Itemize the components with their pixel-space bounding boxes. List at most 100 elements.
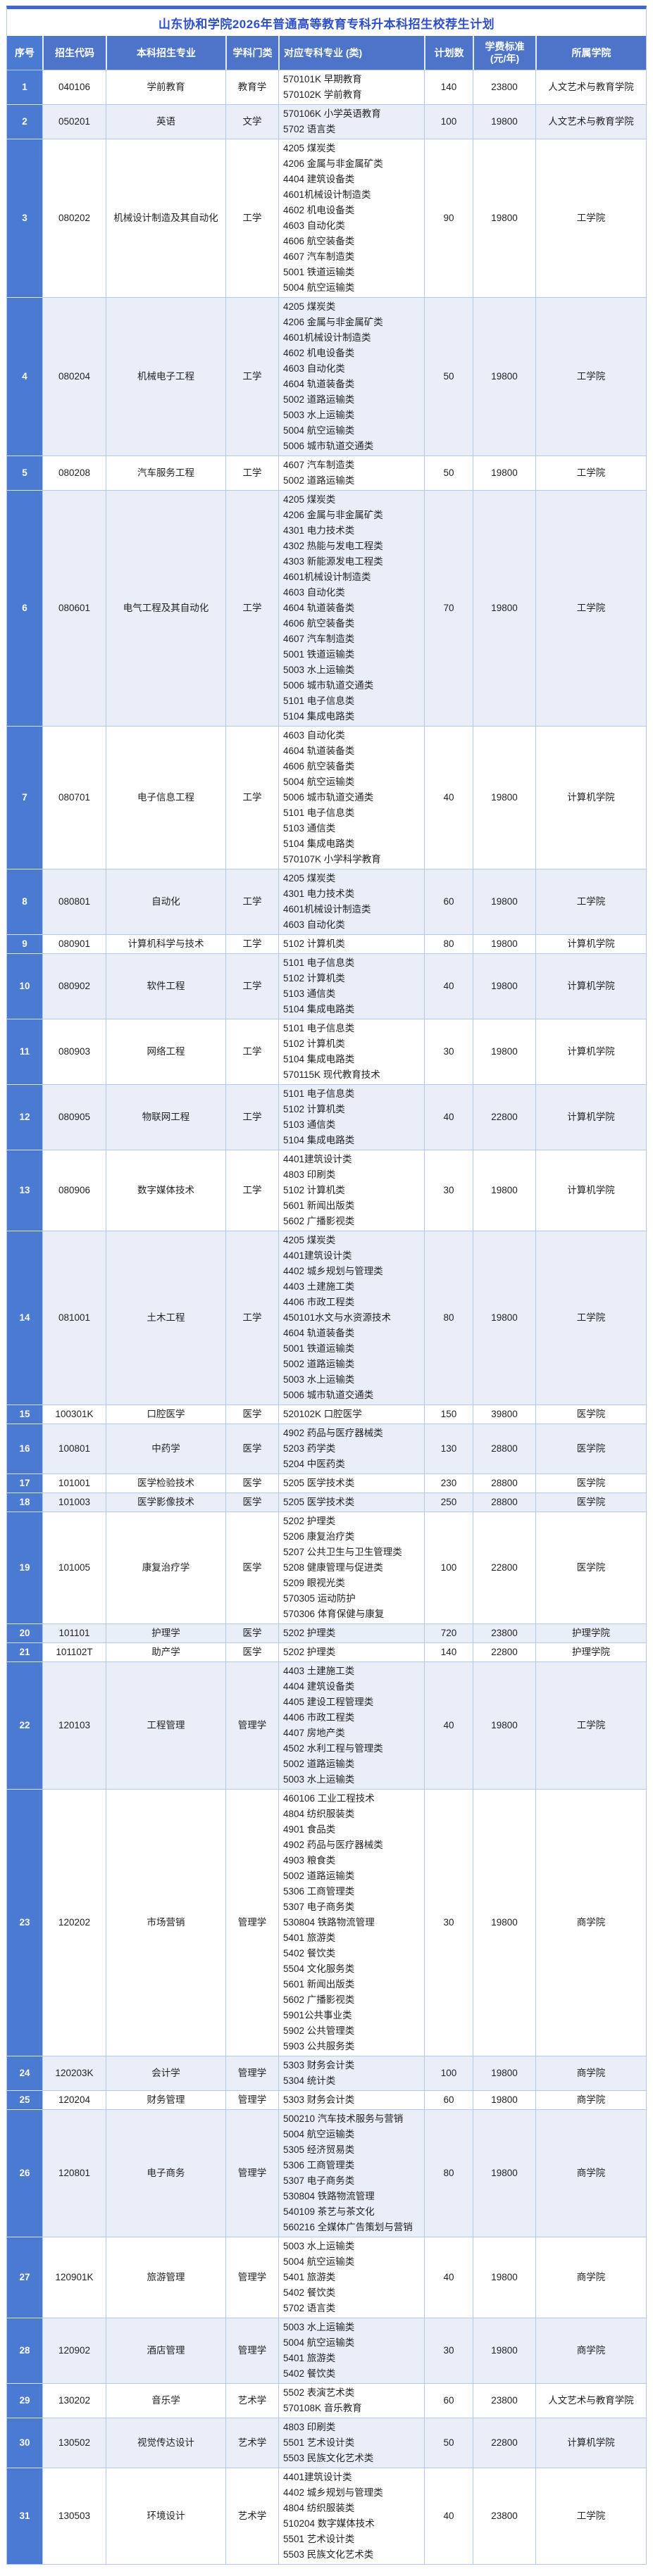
discipline-category-cell: 医学 [225,1512,278,1623]
corresponding-majors-cell: 4401建筑设计类 4803 印刷类 5102 计算机类 5601 新闻出版类 5602… [278,1150,424,1231]
discipline-category-cell: 工学 [225,1085,278,1150]
program-line: 4402 城乡规划与管理类 [283,2487,383,2498]
program-line: 5006 城市轨道交通类 [283,792,374,803]
plan-count-cell: 80 [424,935,473,953]
table-row: 12 080905 物联网工程 工学 5101 电子信息类 5102 计算机类 51… [7,1084,646,1150]
tuition-cell: 19800 [473,935,535,953]
program-line: 5602 广播影视类 [283,1216,355,1226]
program-line: 5101 电子信息类 [283,957,355,968]
undergrad-major-cell: 工程管理 [106,1662,225,1789]
row-number-cell: 28 [7,2318,42,2383]
admission-code-cell: 101102T [42,1643,106,1661]
program-line: 5303 财务会计类 [283,2094,355,2105]
college-cell: 商学院 [535,2091,646,2109]
college-cell: 人文艺术与教育学院 [535,105,646,139]
discipline-category-cell: 艺术学 [225,2384,278,2418]
tuition-cell: 19800 [473,727,535,869]
corresponding-majors-cell: 4403 土建施工类 4404 建筑设备类 4405 建设工程管理类 4406 市政工… [278,1662,424,1789]
program-line: 5205 医学技术类 [283,1497,355,1507]
discipline-category-cell: 文学 [225,105,278,139]
tuition-cell: 23800 [473,2468,535,2564]
plan-count-cell: 30 [424,2318,473,2383]
program-line: 5502 表演艺术类 [283,2387,355,2398]
plan-count-cell: 100 [424,105,473,139]
program-line: 4602 机电设备类 [283,205,355,215]
corresponding-majors-cell: 5303 财务会计类 [278,2091,424,2109]
program-line: 4404 建筑设备类 [283,1681,355,1692]
program-line: 5401 旅游类 [283,2353,336,2363]
tuition-cell: 19800 [473,2318,535,2383]
column-header-label-line2: (元/年) [490,53,520,64]
discipline-category-cell: 工学 [225,935,278,953]
tuition-cell: 28800 [473,1493,535,1512]
program-line: 5102 计算机类 [283,973,345,984]
program-line: 5304 统计类 [283,2075,336,2086]
admission-plan-table: 山东协和学院2026年普通高等教育专科升本科招生校荐生计划 序号 招生代码 本科… [6,6,647,2565]
row-number-cell: 12 [7,1084,42,1150]
program-line: 4206 金属与非金属矿类 [283,510,383,520]
program-line: 520102K 口腔医学 [283,1409,362,1419]
program-line: 4601机械设计制造类 [283,572,371,582]
program-line: 5104 集成电路类 [283,1135,355,1145]
program-line: 4606 航空装备类 [283,618,355,629]
undergrad-major-cell: 电子信息工程 [106,727,225,869]
discipline-category-cell: 工学 [225,491,278,726]
corresponding-majors-cell: 5101 电子信息类 5102 计算机类 5103 通信类 5104 集成电路类 [278,954,424,1019]
discipline-category-cell: 工学 [225,1150,278,1231]
program-line: 5208 健康管理与促进类 [283,1562,383,1573]
table-row: 2 050201 英语 文学 570106K 小学英语教育 5702 语言类 10… [7,104,646,139]
college-cell: 工学院 [535,456,646,490]
tuition-cell: 19800 [473,2237,535,2318]
table-row: 20 101101 护理学 医学 5202 护理类 720 23800 护理学院 [7,1623,646,1642]
program-line: 5001 铁道运输类 [283,1343,355,1354]
admission-code-cell: 080204 [42,298,106,455]
program-line: 4205 煤炭类 [283,143,336,153]
program-line: 4302 热能与发电工程类 [283,541,383,551]
discipline-category-cell: 医学 [225,1405,278,1424]
discipline-category-cell: 工学 [225,727,278,869]
corresponding-majors-cell: 4205 煤炭类 4206 金属与非金属矿类 4404 建筑设备类 4601机械设计制… [278,139,424,297]
program-line: 570115K 现代教育技术 [283,1069,380,1080]
plan-count-cell: 250 [424,1493,473,1512]
program-line: 4606 航空装备类 [283,236,355,246]
college-cell: 商学院 [535,2110,646,2237]
program-line: 5902 公共管理类 [283,2025,355,2036]
plan-count-cell: 40 [424,2237,473,2318]
undergrad-major-cell: 视觉传达设计 [106,2418,225,2468]
program-line: 5402 餐饮类 [283,2287,336,2298]
row-number-cell: 25 [7,2090,42,2109]
college-cell: 医学院 [535,1512,646,1623]
column-header-label: 对应专科专业 (类) [284,47,363,58]
college-cell: 医学院 [535,1424,646,1474]
admission-code-cell: 100801 [42,1424,106,1474]
tuition-cell: 19800 [473,298,535,455]
college-cell: 医学院 [535,1405,646,1424]
program-line: 5002 道路运输类 [283,1871,355,1881]
undergrad-major-cell: 网络工程 [106,1019,225,1084]
tuition-cell: 39800 [473,1405,535,1424]
row-number-cell: 16 [7,1424,42,1474]
undergrad-major-cell: 口腔医学 [106,1405,225,1424]
program-line: 540109 茶艺与茶文化 [283,2206,375,2217]
tuition-cell: 19800 [473,2110,535,2237]
program-line: 5003 水上运输类 [283,410,355,420]
program-line: 5104 集成电路类 [283,711,355,722]
program-line: 4205 煤炭类 [283,301,336,312]
table-row: 22 120103 工程管理 管理学 4403 土建施工类 4404 建筑设备类 4… [7,1661,646,1789]
corresponding-majors-cell: 4205 煤炭类 4301 电力技术类 4601机械设计制造类 4603 自动化类 [278,869,424,934]
college-cell: 工学院 [535,139,646,297]
program-line: 4601机械设计制造类 [283,189,371,200]
row-number-cell: 18 [7,1493,42,1512]
plan-count-cell: 60 [424,2091,473,2109]
plan-count-cell: 90 [424,139,473,297]
program-line: 4403 土建施工类 [283,1666,355,1676]
corresponding-majors-cell: 4607 汽车制造类 5002 道路运输类 [278,456,424,490]
plan-count-cell: 30 [424,1150,473,1231]
plan-count-cell: 40 [424,2468,473,2564]
program-line: 560216 全媒体广告策划与营销 [283,2222,413,2232]
undergrad-major-cell: 软件工程 [106,954,225,1019]
program-line: 4301 电力技术类 [283,525,355,536]
college-cell: 医学院 [535,1493,646,1512]
admission-code-cell: 101001 [42,1474,106,1493]
program-line: 4301 电力技术类 [283,888,355,899]
